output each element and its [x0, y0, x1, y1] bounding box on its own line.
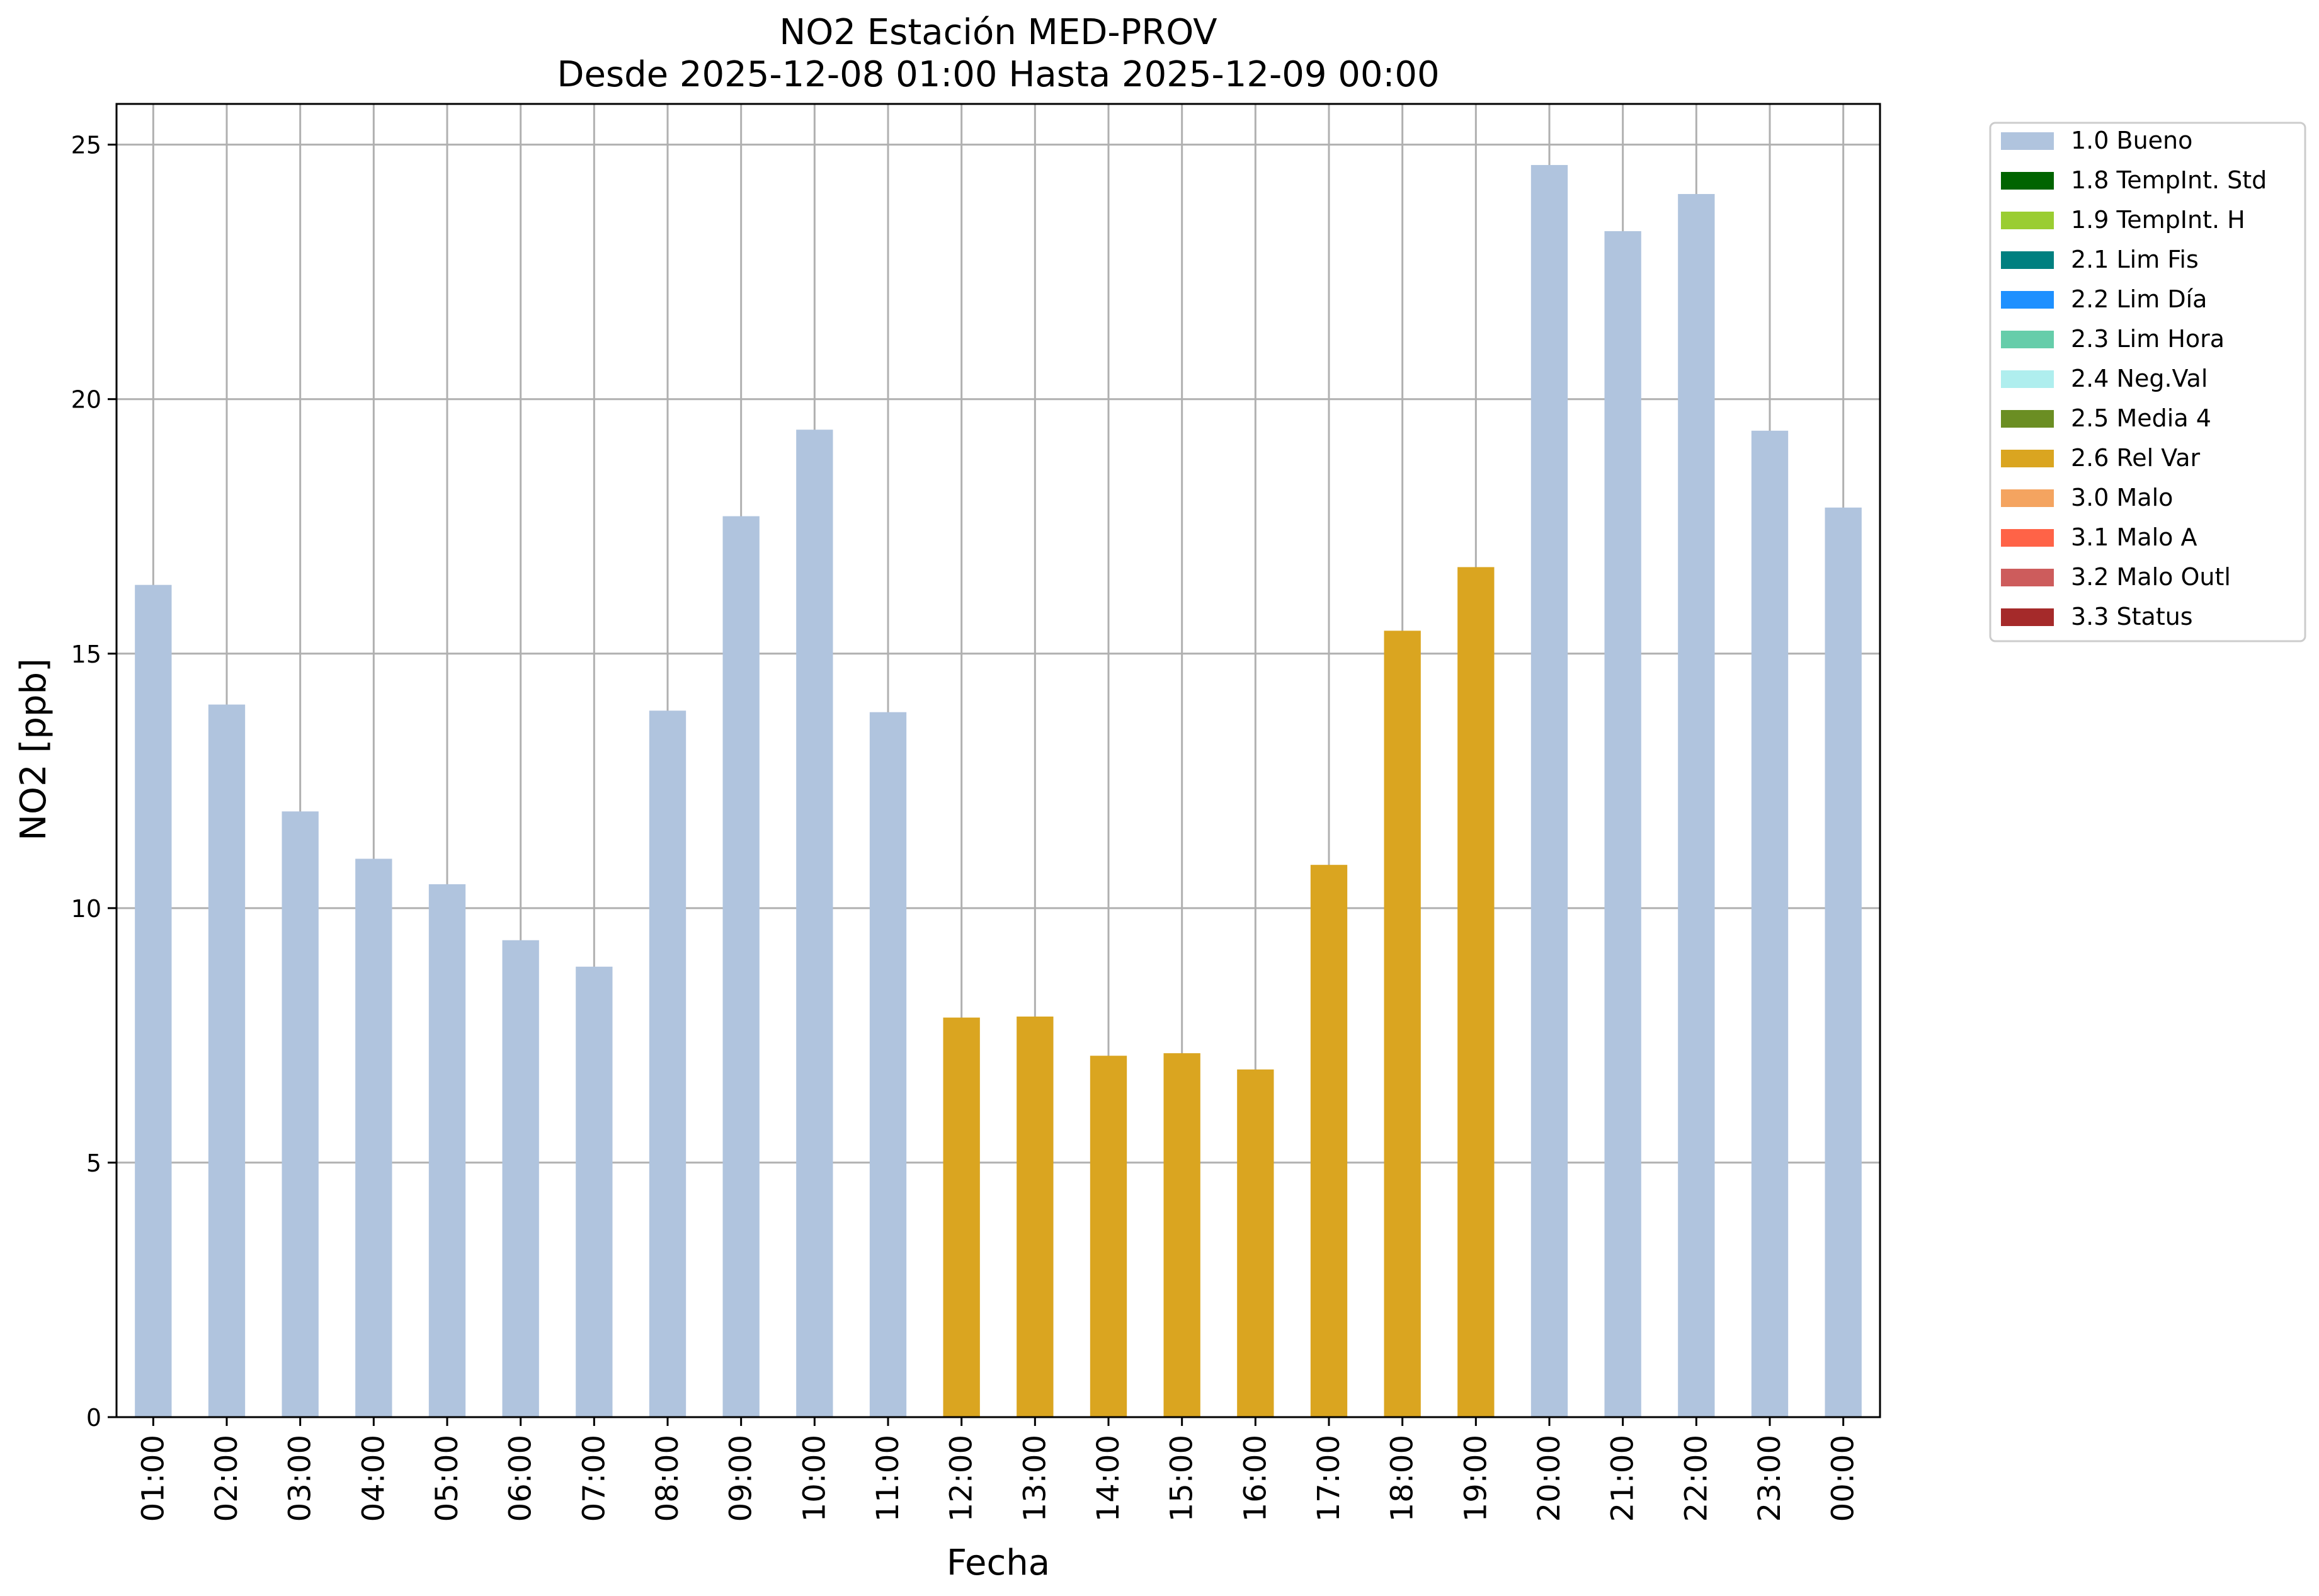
y-tick-label: 15 — [71, 641, 101, 668]
legend-swatch — [2001, 370, 2054, 388]
bar-1200 — [943, 1017, 980, 1417]
x-tick-label: 12:00 — [944, 1435, 979, 1522]
legend-label: 1.8 TempInt. Std — [2071, 166, 2267, 194]
bar-2300 — [1751, 430, 1789, 1417]
y-tick-label: 0 — [86, 1404, 101, 1432]
x-tick-label: 18:00 — [1385, 1435, 1420, 1522]
legend-swatch — [2001, 212, 2054, 229]
x-tick-label: 06:00 — [503, 1435, 538, 1522]
bar-0800 — [649, 710, 687, 1417]
bar-1100 — [869, 712, 907, 1417]
x-tick-label: 08:00 — [650, 1435, 685, 1522]
x-tick-label: 15:00 — [1165, 1435, 1200, 1522]
x-tick-label: 03:00 — [283, 1435, 318, 1522]
legend: 1.0 Bueno 1.8 TempInt. Std 1.9 TempInt. H 2… — [1989, 122, 2306, 642]
bar-1000 — [796, 430, 833, 1418]
bar-0200 — [208, 704, 246, 1417]
bar-1600 — [1237, 1069, 1274, 1417]
legend-label: 2.5 Media 4 — [2071, 404, 2211, 432]
bar-2100 — [1604, 231, 1641, 1417]
y-tick-label: 5 — [86, 1149, 101, 1177]
legend-label: 3.2 Malo Outl — [2071, 563, 2231, 591]
legend-swatch — [2001, 569, 2054, 586]
legend-frame — [1989, 122, 2306, 642]
legend-swatch — [2001, 251, 2054, 269]
legend-swatch — [2001, 608, 2054, 626]
legend-swatch — [2001, 132, 2054, 150]
legend-swatch — [2001, 172, 2054, 190]
legend-label: 3.0 Malo — [2071, 484, 2173, 511]
legend-swatch — [2001, 331, 2054, 348]
legend-label: 3.3 Status — [2071, 603, 2193, 630]
x-tick-label: 16:00 — [1238, 1435, 1273, 1522]
x-tick-label: 20:00 — [1532, 1435, 1567, 1522]
bar-0700 — [576, 966, 613, 1417]
bar-1700 — [1310, 865, 1348, 1417]
y-tick-label: 20 — [71, 386, 101, 414]
bar-1400 — [1090, 1056, 1127, 1417]
x-ticks: 01:00 02:00 03:00 04:00 05:00 06:00 07:00 08:00… — [135, 1417, 1861, 1522]
legend-label: 1.9 TempInt. H — [2071, 206, 2245, 234]
bar-2000 — [1530, 164, 1568, 1417]
legend-label: 2.3 Lim Hora — [2071, 325, 2225, 353]
y-axis-label: NO2 [ppb] — [13, 658, 54, 841]
legend-swatch — [2001, 450, 2054, 467]
legend-swatch — [2001, 529, 2054, 547]
x-tick-label: 19:00 — [1458, 1435, 1493, 1522]
y-tick-label: 10 — [71, 895, 101, 923]
x-tick-label: 05:00 — [430, 1435, 465, 1522]
legend-label: 2.6 Rel Var — [2071, 444, 2201, 472]
x-tick-label: 09:00 — [724, 1435, 759, 1522]
bar-0900 — [722, 516, 760, 1417]
x-tick-label: 01:00 — [135, 1435, 171, 1522]
legend-label: 3.1 Malo A — [2071, 523, 2197, 551]
bar-2200 — [1678, 194, 1715, 1417]
x-tick-label: 17:00 — [1311, 1435, 1347, 1522]
chart-title: NO2 Estación MED-PROV — [779, 12, 1217, 53]
bars-group — [135, 164, 1862, 1418]
bar-1300 — [1017, 1016, 1054, 1417]
x-tick-label: 22:00 — [1678, 1435, 1714, 1522]
legend-label: 1.0 Bueno — [2071, 127, 2192, 154]
y-tick-label: 25 — [71, 132, 101, 159]
bar-0000 — [1825, 507, 1862, 1417]
x-tick-label: 13:00 — [1017, 1435, 1052, 1522]
bar-0100 — [135, 584, 172, 1417]
bar-1900 — [1457, 567, 1495, 1417]
bar-1500 — [1163, 1053, 1200, 1417]
x-tick-label: 21:00 — [1605, 1435, 1641, 1522]
bar-1800 — [1384, 630, 1421, 1417]
y-ticks: 0 5 10 15 20 25 — [71, 132, 117, 1432]
x-tick-label: 11:00 — [870, 1435, 906, 1522]
legend-label: 2.2 Lim Día — [2071, 285, 2207, 313]
legend-swatch — [2001, 291, 2054, 309]
legend-label: 2.4 Neg.Val — [2071, 365, 2208, 392]
x-tick-label: 23:00 — [1752, 1435, 1787, 1522]
bar-0500 — [428, 884, 466, 1417]
bar-0400 — [355, 858, 392, 1417]
bar-0300 — [282, 811, 319, 1417]
chart-subtitle: Desde 2025-12-08 01:00 Hasta 2025-12-09 … — [557, 54, 1439, 95]
x-axis-label: Fecha — [947, 1542, 1050, 1583]
legend-label: 2.1 Lim Fis — [2071, 246, 2199, 273]
x-tick-label: 10:00 — [797, 1435, 832, 1522]
legend-swatch — [2001, 410, 2054, 428]
plot-frame — [115, 103, 1881, 1418]
x-tick-label: 14:00 — [1091, 1435, 1126, 1522]
x-tick-label: 04:00 — [356, 1435, 391, 1522]
x-tick-label: 07:00 — [576, 1435, 612, 1522]
x-tick-label: 00:00 — [1826, 1435, 1861, 1522]
legend-swatch — [2001, 489, 2054, 507]
bar-0600 — [502, 940, 539, 1417]
x-tick-label: 02:00 — [209, 1435, 244, 1522]
